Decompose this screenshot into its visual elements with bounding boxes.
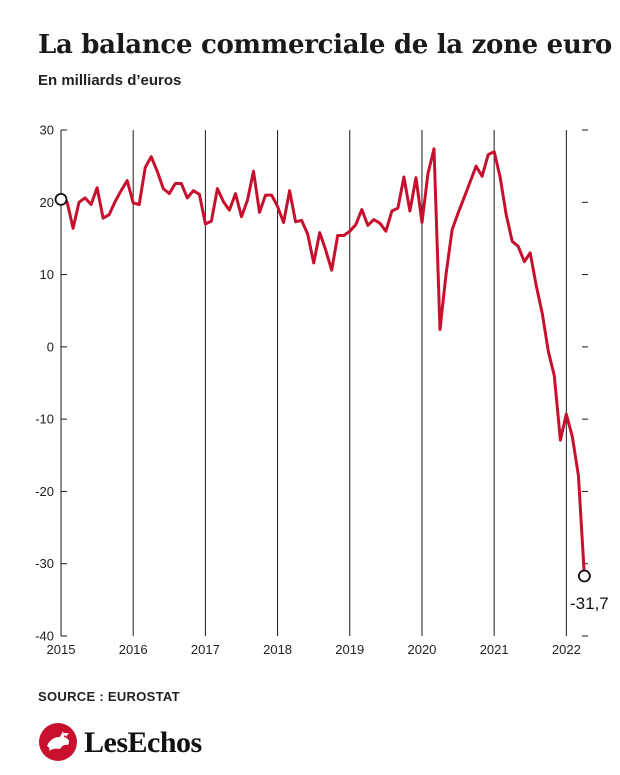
end-value-label: -31,7 <box>570 594 609 613</box>
y-tick-label: 10 <box>40 267 54 282</box>
logo-text: LesEchos <box>84 726 202 759</box>
x-tick-label: 2015 <box>47 642 76 657</box>
x-tick-label: 2019 <box>335 642 364 657</box>
y-tick-label: -20 <box>35 484 54 499</box>
y-tick-label: -30 <box>35 556 54 571</box>
x-tick-label: 2020 <box>407 642 436 657</box>
les-echos-logo: LesEchos <box>38 722 228 768</box>
y-tick-label: 0 <box>47 339 54 354</box>
x-tick-label: 2017 <box>191 642 220 657</box>
chart-title: La balance commerciale de la zone euro <box>38 30 612 60</box>
x-tick-label: 2016 <box>119 642 148 657</box>
axis-layer: 2015 2016 2017 2018 2019 2020 2021 2022 30 20 10 0 -… <box>35 123 581 658</box>
chart-subtitle: En milliards d’euros <box>38 72 182 89</box>
series-line <box>59 147 586 578</box>
rooster-logo-icon <box>39 723 77 761</box>
start-point-marker <box>54 192 68 206</box>
line-chart: 2015 2016 2017 2018 2019 2020 2021 2022 30 20 10 0 -… <box>35 123 609 658</box>
x-tick-label: 2018 <box>263 642 292 657</box>
y-tick-label: -10 <box>35 412 54 427</box>
y-tick-label: 20 <box>40 195 54 210</box>
series-layer: -31,7 <box>54 147 609 613</box>
y-tick-label: 30 <box>40 123 54 138</box>
source-note: SOURCE : EUROSTAT <box>38 689 180 704</box>
end-point-marker <box>577 569 591 583</box>
grid-layer <box>60 129 588 637</box>
y-tick-label: -40 <box>35 629 54 644</box>
x-tick-label: 2021 <box>480 642 509 657</box>
x-tick-label: 2022 <box>552 642 581 657</box>
